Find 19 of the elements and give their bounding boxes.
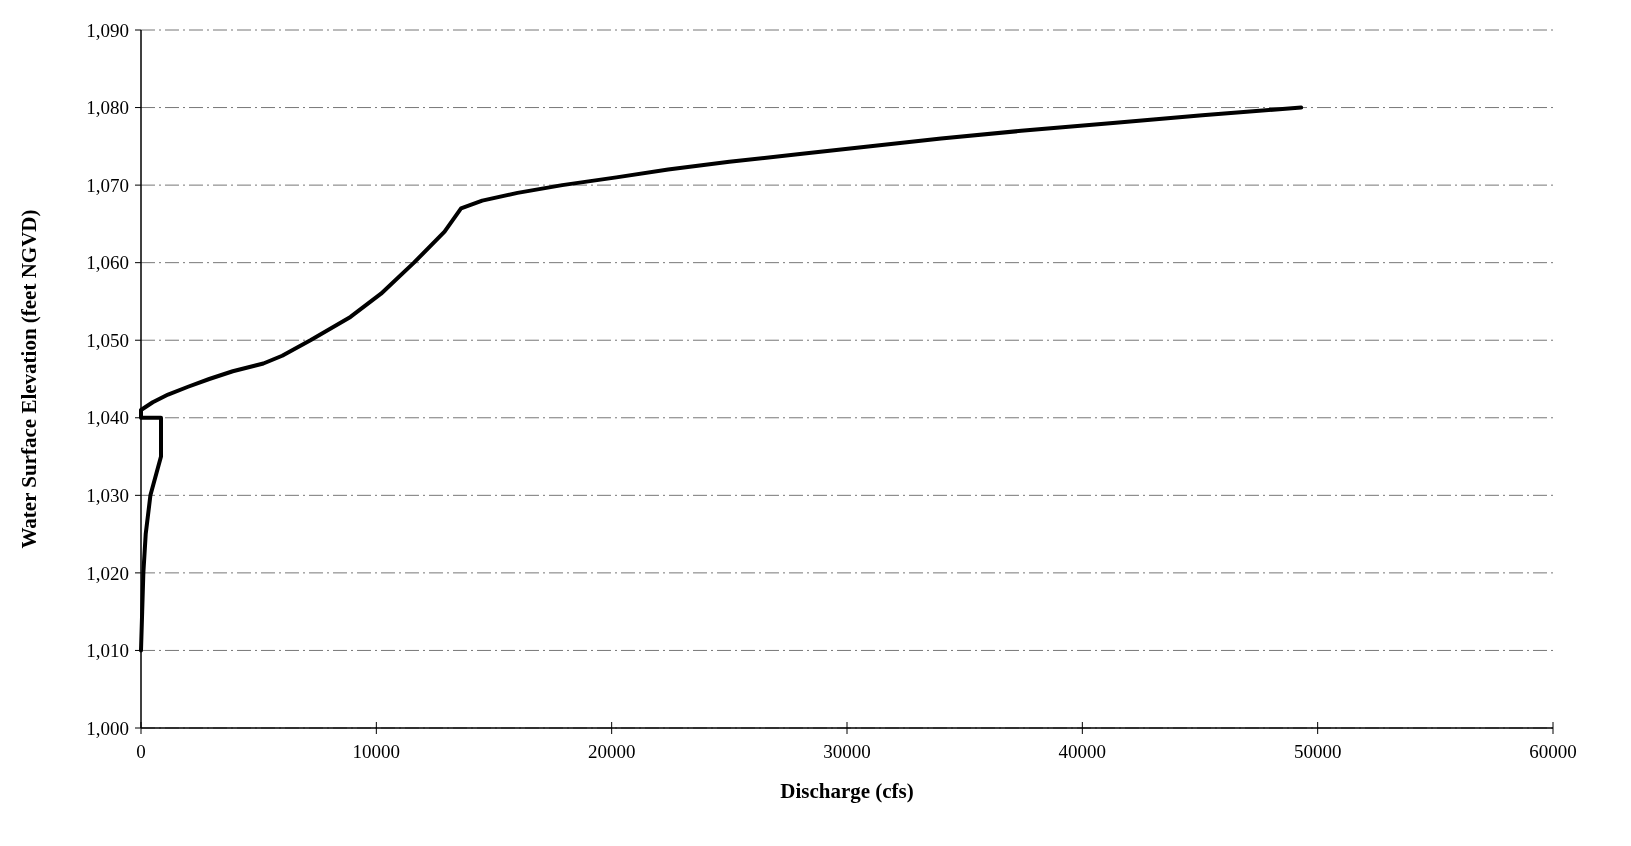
x-tick-label: 20000	[587, 741, 636, 762]
x-axis-title: Discharge (cfs)	[780, 779, 914, 803]
x-tick-label: 50000	[1293, 741, 1342, 762]
y-tick-label: 1,030	[86, 484, 129, 506]
y-tick-label: 1,070	[86, 174, 129, 196]
x-tick-label: 10000	[352, 741, 401, 762]
y-tick-label: 1,080	[86, 97, 129, 119]
y-tick-label: 1,000	[86, 717, 129, 739]
x-tick-label: 40000	[1058, 741, 1107, 762]
y-axis-title: Water Surface Elevation (feet NGVD)	[17, 209, 41, 549]
y-tick-label: 1,020	[86, 562, 129, 584]
x-tick-label: 60000	[1529, 741, 1577, 762]
y-tick-label: 1,090	[86, 19, 129, 41]
y-tick-label: 1,010	[86, 640, 129, 662]
x-tick-label: 0	[136, 741, 146, 762]
x-tick-label: 30000	[823, 741, 871, 762]
y-tick-label: 1,060	[86, 252, 129, 274]
y-tick-label: 1,050	[86, 329, 129, 351]
y-tick-label: 1,040	[86, 407, 129, 429]
